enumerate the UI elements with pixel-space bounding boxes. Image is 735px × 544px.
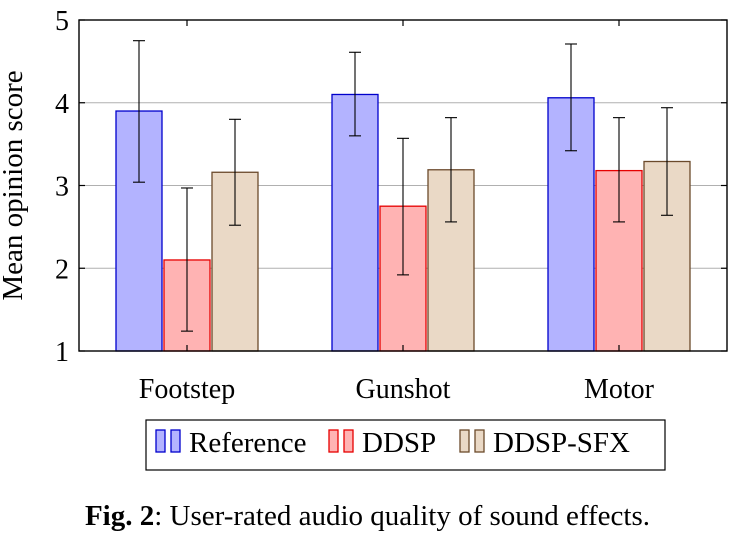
bar-chart: 1 2 3 4 5 Footstep Gunshot Motor Mean opinion … [0,6,728,471]
x-axis-ticks: Footstep Gunshot Motor [139,20,655,405]
y-tick-label: 4 [55,89,69,120]
figure-caption-text: : User-rated audio quality of sound effe… [154,500,651,532]
y-tick-label: 2 [55,254,69,285]
y-tick-label: 1 [55,337,69,368]
y-tick-label: 5 [55,6,69,37]
legend-swatch-reference [155,429,166,453]
legend-swatch-ddsp [343,429,354,453]
legend-swatch-ddsp [328,429,339,453]
figure-caption: Fig. 2: User-rated audio quality of soun… [0,500,735,533]
x-tick-label: Motor [584,374,655,405]
legend-box [145,419,666,471]
error-bars [133,40,673,332]
legend-swatch-ddsp-sfx [474,429,485,453]
legend-label-ddsp-sfx: DDSP-SFX [493,427,630,459]
x-tick-label: Gunshot [356,374,451,405]
legend-label-reference: Reference [189,427,307,459]
legend-label-ddsp: DDSP [362,427,436,459]
y-axis-ticks: 1 2 3 4 5 [55,6,727,368]
x-tick-label: Footstep [139,374,235,405]
y-axis-label: Mean opinion score [0,70,29,300]
legend: Reference DDSP DDSP-SFX [145,419,666,471]
legend-swatch-reference [170,429,181,453]
y-tick-label: 3 [55,172,69,203]
figure-label: Fig. 2 [84,500,155,532]
legend-swatch-ddsp-sfx [459,429,470,453]
